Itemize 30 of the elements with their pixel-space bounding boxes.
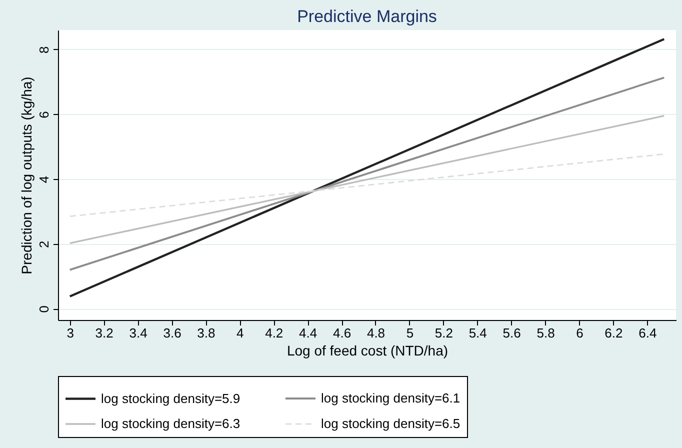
y-axis-title: Prediction of log outputs (kg/ha) — [18, 76, 34, 274]
legend-label: log stocking density=5.9 — [101, 390, 240, 406]
x-tick-label: 3.8 — [197, 326, 216, 340]
x-tick-label: 4.6 — [332, 326, 352, 340]
y-tick-label: 6 — [36, 111, 52, 118]
x-tick-label: 6 — [576, 326, 584, 340]
x-tick-label: 6.2 — [604, 326, 623, 340]
x-tick-label: 4 — [236, 326, 244, 340]
chart-title: Predictive Margins — [297, 7, 437, 26]
x-tick-label: 5.8 — [536, 326, 555, 340]
x-tick-label: 3.4 — [129, 326, 148, 340]
x-tick-label: 4.8 — [366, 326, 386, 340]
x-tick-label: 4.2 — [265, 326, 284, 340]
legend-label: log stocking density=6.1 — [321, 390, 460, 406]
y-tick-label: 4 — [36, 176, 52, 184]
x-tick-label: 5.4 — [468, 326, 487, 340]
legend-label: log stocking density=6.5 — [321, 416, 460, 431]
legend-label: log stocking density=6.3 — [101, 416, 240, 431]
x-tick-label: 3.2 — [95, 326, 114, 340]
x-tick-label: 5 — [406, 326, 414, 340]
x-tick-label: 3.6 — [163, 326, 182, 340]
y-tick-label: 2 — [36, 240, 52, 248]
x-tick-label: 5.6 — [502, 326, 521, 340]
x-tick-label: 3 — [66, 326, 74, 340]
y-tick-label: 0 — [36, 306, 52, 313]
y-tick-label: 8 — [36, 46, 52, 54]
x-tick-label: 6.4 — [638, 326, 657, 340]
x-tick-label: 4.4 — [299, 326, 318, 340]
x-tick-label: 5.2 — [434, 326, 453, 340]
x-axis-title: Log of feed cost (NTD/ha) — [286, 342, 448, 358]
